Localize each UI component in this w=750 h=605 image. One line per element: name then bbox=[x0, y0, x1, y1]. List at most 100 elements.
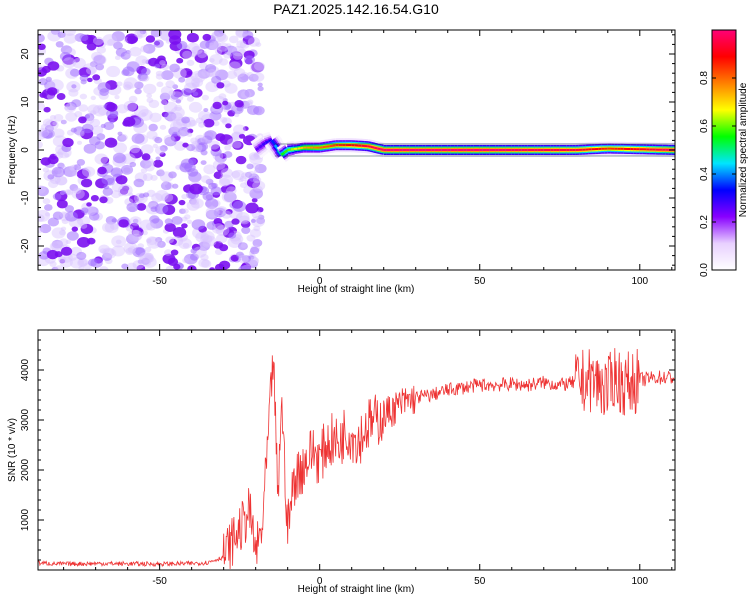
noise-blob bbox=[229, 61, 241, 71]
noise-blob bbox=[165, 236, 174, 243]
noise-blob bbox=[222, 191, 236, 203]
snr-y-tick-label: 3000 bbox=[20, 408, 31, 431]
noise-blob bbox=[225, 123, 231, 128]
noise-blob bbox=[203, 108, 208, 112]
noise-blob bbox=[44, 204, 53, 211]
noise-blob bbox=[187, 60, 195, 66]
noise-blob bbox=[198, 259, 209, 268]
snr-plot-area bbox=[38, 330, 675, 570]
noise-blob bbox=[118, 132, 123, 136]
noise-blob bbox=[53, 193, 62, 200]
noise-blob bbox=[146, 222, 156, 230]
noise-blob bbox=[188, 172, 201, 183]
spectrogram-y-label: Frequency (Hz) bbox=[7, 116, 18, 185]
noise-blob bbox=[154, 137, 162, 143]
snr-point bbox=[559, 384, 561, 386]
snr-point bbox=[236, 534, 238, 536]
snr-point bbox=[277, 504, 279, 506]
noise-blob bbox=[43, 167, 49, 172]
noise-blob bbox=[69, 165, 75, 170]
noise-blob bbox=[101, 124, 106, 128]
noise-blob bbox=[140, 75, 149, 82]
noise-blob bbox=[247, 72, 253, 77]
noise-blob bbox=[161, 64, 169, 70]
noise-blob bbox=[167, 114, 177, 122]
noise-blob bbox=[47, 87, 58, 95]
snr-point bbox=[511, 383, 513, 385]
noise-blob bbox=[82, 167, 95, 178]
snr-point bbox=[63, 563, 65, 565]
noise-blob bbox=[227, 71, 238, 79]
snr-x-tick-label: 100 bbox=[631, 576, 648, 587]
snr-point bbox=[268, 434, 270, 436]
noise-blob bbox=[143, 84, 156, 95]
noise-blob bbox=[219, 244, 228, 251]
colorbar-gradient bbox=[712, 30, 736, 270]
noise-blob bbox=[181, 223, 188, 228]
snr-point bbox=[287, 529, 289, 531]
snr-point bbox=[338, 444, 340, 446]
noise-blob bbox=[62, 138, 73, 147]
noise-blob bbox=[170, 121, 183, 131]
noise-blob bbox=[95, 141, 105, 149]
snr-point bbox=[613, 374, 615, 376]
noise-blob bbox=[217, 34, 228, 43]
noise-blob bbox=[47, 250, 59, 259]
noise-blob bbox=[177, 131, 186, 138]
noise-blob bbox=[216, 225, 230, 236]
noise-blob bbox=[124, 77, 138, 88]
noise-blob bbox=[133, 260, 145, 269]
noise-blob bbox=[258, 86, 264, 91]
noise-blob bbox=[236, 40, 246, 48]
noise-blob bbox=[155, 203, 169, 214]
noise-blob bbox=[48, 218, 59, 227]
noise-blob bbox=[87, 43, 97, 51]
snr-point bbox=[527, 384, 529, 386]
noise-blob bbox=[245, 203, 258, 214]
noise-blob bbox=[198, 122, 205, 128]
noise-blob bbox=[172, 184, 178, 189]
noise-blob bbox=[219, 93, 227, 99]
noise-blob bbox=[141, 112, 146, 116]
snr-y-tick-label: 4000 bbox=[20, 358, 31, 381]
noise-blob bbox=[238, 255, 248, 263]
colorbar-tick-label: 0.6 bbox=[699, 119, 710, 133]
noise-blob bbox=[81, 207, 88, 213]
noise-blob bbox=[156, 82, 163, 88]
snr-point bbox=[495, 384, 497, 386]
noise-blob bbox=[111, 167, 123, 177]
noise-blob bbox=[125, 248, 134, 255]
colorbar-label: Normalized spectral amplitude bbox=[738, 82, 749, 217]
noise-blob bbox=[134, 89, 141, 95]
snr-point bbox=[242, 524, 244, 526]
colorbar-tick-label: 0.0 bbox=[699, 263, 710, 277]
snr-point bbox=[600, 384, 602, 386]
noise-blob bbox=[155, 64, 161, 69]
noise-blob bbox=[92, 74, 100, 80]
noise-blob bbox=[202, 95, 209, 101]
noise-blob bbox=[168, 29, 181, 40]
noise-blob bbox=[142, 231, 148, 236]
snr-point bbox=[223, 556, 225, 558]
noise-blob bbox=[124, 101, 137, 112]
noise-blob bbox=[143, 173, 153, 181]
snr-point bbox=[325, 444, 327, 446]
noise-blob bbox=[76, 130, 84, 137]
noise-blob bbox=[247, 235, 256, 242]
snr-point bbox=[543, 382, 545, 384]
noise-blob bbox=[40, 92, 47, 98]
snr-point bbox=[623, 384, 625, 386]
snr-point bbox=[447, 389, 449, 391]
noise-blob bbox=[49, 261, 56, 267]
noise-blob bbox=[180, 163, 192, 173]
noise-blob bbox=[48, 61, 60, 70]
noise-blob bbox=[95, 154, 109, 165]
snr-point bbox=[383, 414, 385, 416]
noise-blob bbox=[57, 200, 68, 209]
noise-blob bbox=[216, 82, 224, 88]
noise-blob bbox=[50, 115, 56, 120]
snr-point bbox=[293, 479, 295, 481]
noise-blob bbox=[116, 81, 122, 86]
spectrogram-y-tick-label: -10 bbox=[20, 190, 31, 205]
noise-blob bbox=[57, 93, 66, 100]
